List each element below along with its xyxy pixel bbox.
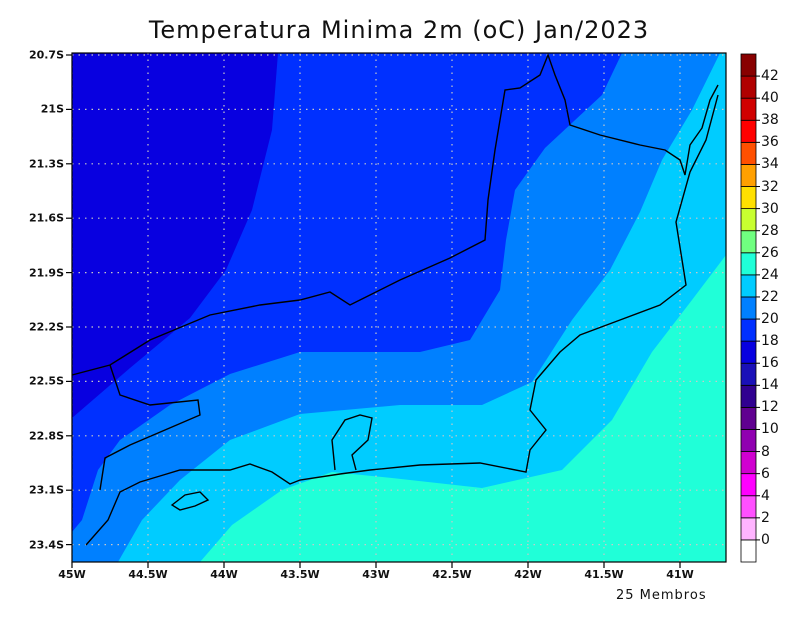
lon-label: 44.5W — [128, 568, 168, 581]
chart-title: Temperatura Minima 2m (oC) Jan/2023 — [148, 16, 650, 44]
colorbar-label: 40 — [761, 90, 779, 107]
colorbar-label: 18 — [761, 333, 779, 350]
lon-label: 42.5W — [432, 568, 472, 581]
lon-label: 43W — [362, 568, 390, 581]
colorbar-label: 38 — [761, 112, 779, 129]
colorbar-label: 10 — [761, 421, 779, 438]
colorbar-swatch — [740, 53, 757, 77]
lat-label: 21S — [40, 102, 64, 116]
lat-label: 20.7S — [28, 48, 64, 62]
colorbar-label: 36 — [761, 134, 779, 151]
colorbar-label: 24 — [761, 266, 779, 283]
colorbar-label: 6 — [761, 465, 770, 482]
colorbar-label: 20 — [761, 311, 779, 328]
lat-label: 22.5S — [28, 374, 64, 388]
coastline — [85, 94, 719, 546]
lat-label: 21.3S — [28, 157, 64, 171]
colorbar-label: 14 — [761, 377, 779, 394]
lat-label: 23.1S — [28, 483, 64, 497]
lon-label: 45W — [58, 568, 86, 581]
colorbar-label: 0 — [761, 531, 770, 548]
colorbar-label: 42 — [761, 68, 779, 85]
axis-ticks — [66, 54, 681, 568]
inland-border — [99, 364, 201, 491]
lat-label: 21.9S — [28, 266, 64, 280]
lon-label: 43.5W — [280, 568, 320, 581]
colorbar-label: 8 — [761, 443, 770, 460]
colorbar — [740, 53, 760, 563]
grid-lines — [71, 53, 726, 562]
plot-frame — [71, 52, 727, 563]
band-22-24 — [118, 53, 726, 562]
members-note: 25 Membros — [616, 588, 707, 603]
lon-label: 42W — [514, 568, 542, 581]
colorbar-label: 32 — [761, 178, 779, 195]
colorbar-label: 16 — [761, 355, 779, 372]
state-border — [71, 53, 719, 376]
colorbar-label: 12 — [761, 399, 779, 416]
colorbar-label: 4 — [761, 487, 770, 504]
lat-label: 23.4S — [28, 538, 64, 552]
guanabara-bay — [331, 414, 373, 471]
colorbar-label: 30 — [761, 200, 779, 217]
lat-label: 21.6S — [28, 211, 64, 225]
colorbar-label: 2 — [761, 509, 770, 526]
colorbar-label: 34 — [761, 156, 779, 173]
colorbar-label: 22 — [761, 288, 779, 305]
lat-label: 22.8S — [28, 429, 64, 443]
colorbar-label: 26 — [761, 244, 779, 261]
ilha-grande — [170, 491, 210, 511]
lon-label: 41W — [666, 568, 694, 581]
lon-label: 44W — [210, 568, 238, 581]
coastline-and-borders — [71, 53, 719, 546]
lat-label: 22.2S — [28, 320, 64, 334]
colorbar-label: 28 — [761, 222, 779, 239]
lon-label: 41.5W — [584, 568, 624, 581]
band-24-26 — [200, 255, 726, 562]
